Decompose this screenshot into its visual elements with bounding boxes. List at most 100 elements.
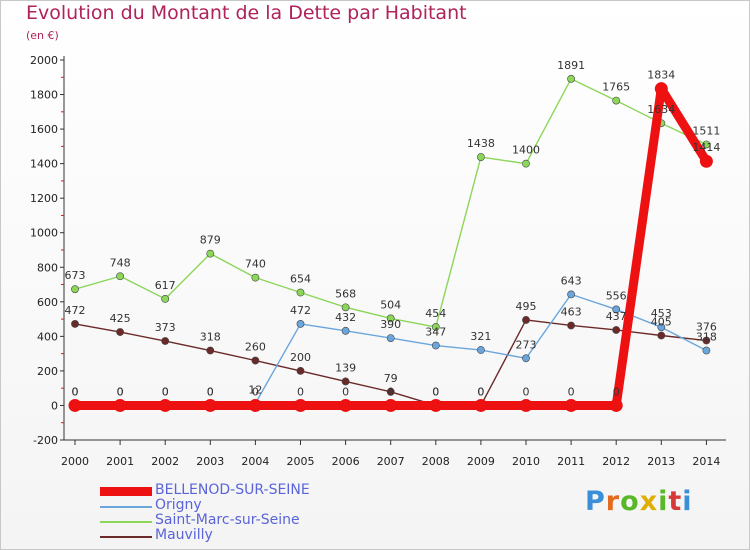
legend-label: Saint-Marc-sur-Seine [155,512,300,528]
x-tick-label: 2009 [467,455,495,468]
series-line [70,84,711,410]
data-label: 0 [207,385,214,398]
data-label: 472 [290,304,311,317]
x-tick-label: 2007 [377,455,405,468]
data-point [386,314,395,323]
data-label: 0 [297,385,304,398]
data-label: 0 [117,385,124,398]
data-point [113,398,127,412]
data-point [567,321,575,330]
y-tick-label: 1800 [30,89,58,102]
data-label: 347 [425,326,446,339]
x-tick-label: 2011 [557,455,585,468]
legend-swatch [100,506,152,508]
legend-label: BELLENOD-SUR-SEINE [155,482,310,498]
data-point [522,354,530,363]
chart-axes: -200020040060080010001200140016001800200… [30,54,726,468]
data-point [71,285,79,294]
data-label: 1634 [647,103,675,116]
x-tick-label: 2000 [61,455,89,468]
chart-data-labels: 673 748 617 879 740 654 568 504 454 1438 1400 1891 1… [65,59,721,399]
data-point [296,288,305,297]
data-label: 0 [342,385,349,398]
data-label: 318 [696,331,717,344]
y-tick-label: 1600 [30,123,58,136]
data-point [612,305,621,314]
data-point [431,341,440,350]
data-point [384,398,398,412]
data-label: 1511 [692,124,720,137]
y-tick-label: 600 [37,296,58,309]
series-bellenod-sur-seine [68,82,713,412]
data-point [564,398,578,412]
data-label: 12 [248,383,262,396]
data-label: 454 [425,307,446,320]
data-label: 0 [387,385,394,398]
data-point [386,387,395,396]
data-label: 200 [290,351,311,364]
legend-label: Mauvilly [155,527,213,543]
y-tick-label: 800 [37,261,58,274]
x-tick-label: 2002 [151,455,179,468]
data-label: 425 [110,312,131,325]
data-label: 139 [335,361,356,374]
y-tick-label: 0 [51,399,58,412]
data-point [699,154,713,168]
data-label: 1438 [467,137,495,150]
chart-title: Evolution du Montant de la Dette par Hab… [26,2,467,24]
data-label: 643 [561,274,582,287]
x-tick-label: 2005 [287,455,315,468]
x-tick-label: 2012 [602,455,630,468]
data-point [203,398,217,412]
data-point [702,346,711,355]
legend-label: Origny [155,497,202,513]
data-label: 0 [477,385,484,398]
data-point [341,326,350,335]
y-tick-label: 1000 [30,227,58,240]
x-tick-label: 2004 [241,455,269,468]
data-point [386,334,395,342]
data-point [476,346,485,354]
data-label: 437 [606,310,627,323]
data-point [702,140,711,149]
x-tick-label: 2003 [196,455,224,468]
data-point [339,398,353,412]
data-label: 1834 [647,69,675,82]
data-label: 373 [155,321,176,334]
data-point [296,320,305,328]
x-tick-label: 2006 [332,455,360,468]
data-label: 504 [380,298,401,311]
data-label: 748 [110,256,131,269]
data-point [294,398,307,412]
data-point [158,398,172,412]
data-label: 673 [65,269,86,282]
data-label: 1414 [692,141,720,154]
data-point [612,96,621,105]
data-point [654,82,668,96]
data-point [612,326,621,334]
data-point [68,398,82,412]
data-point [251,356,260,365]
data-point [609,398,623,412]
chart-series [68,74,713,412]
y-tick-label: 2000 [30,54,58,67]
y-tick-label: 1400 [30,158,58,171]
data-point [296,367,305,375]
data-label: 321 [470,330,491,343]
data-label: 617 [155,279,176,292]
x-tick-label: 2010 [512,455,540,468]
data-point [71,320,79,328]
data-label: 1891 [557,59,585,72]
data-point [206,249,215,258]
data-label: 0 [162,385,169,398]
data-label: 390 [380,318,401,331]
data-point [519,398,533,412]
data-label: 432 [335,311,356,324]
data-label: 453 [651,307,672,320]
data-label: 0 [252,385,259,398]
data-point [161,337,170,345]
x-tick-label: 2013 [647,455,675,468]
data-label: 472 [65,304,86,317]
